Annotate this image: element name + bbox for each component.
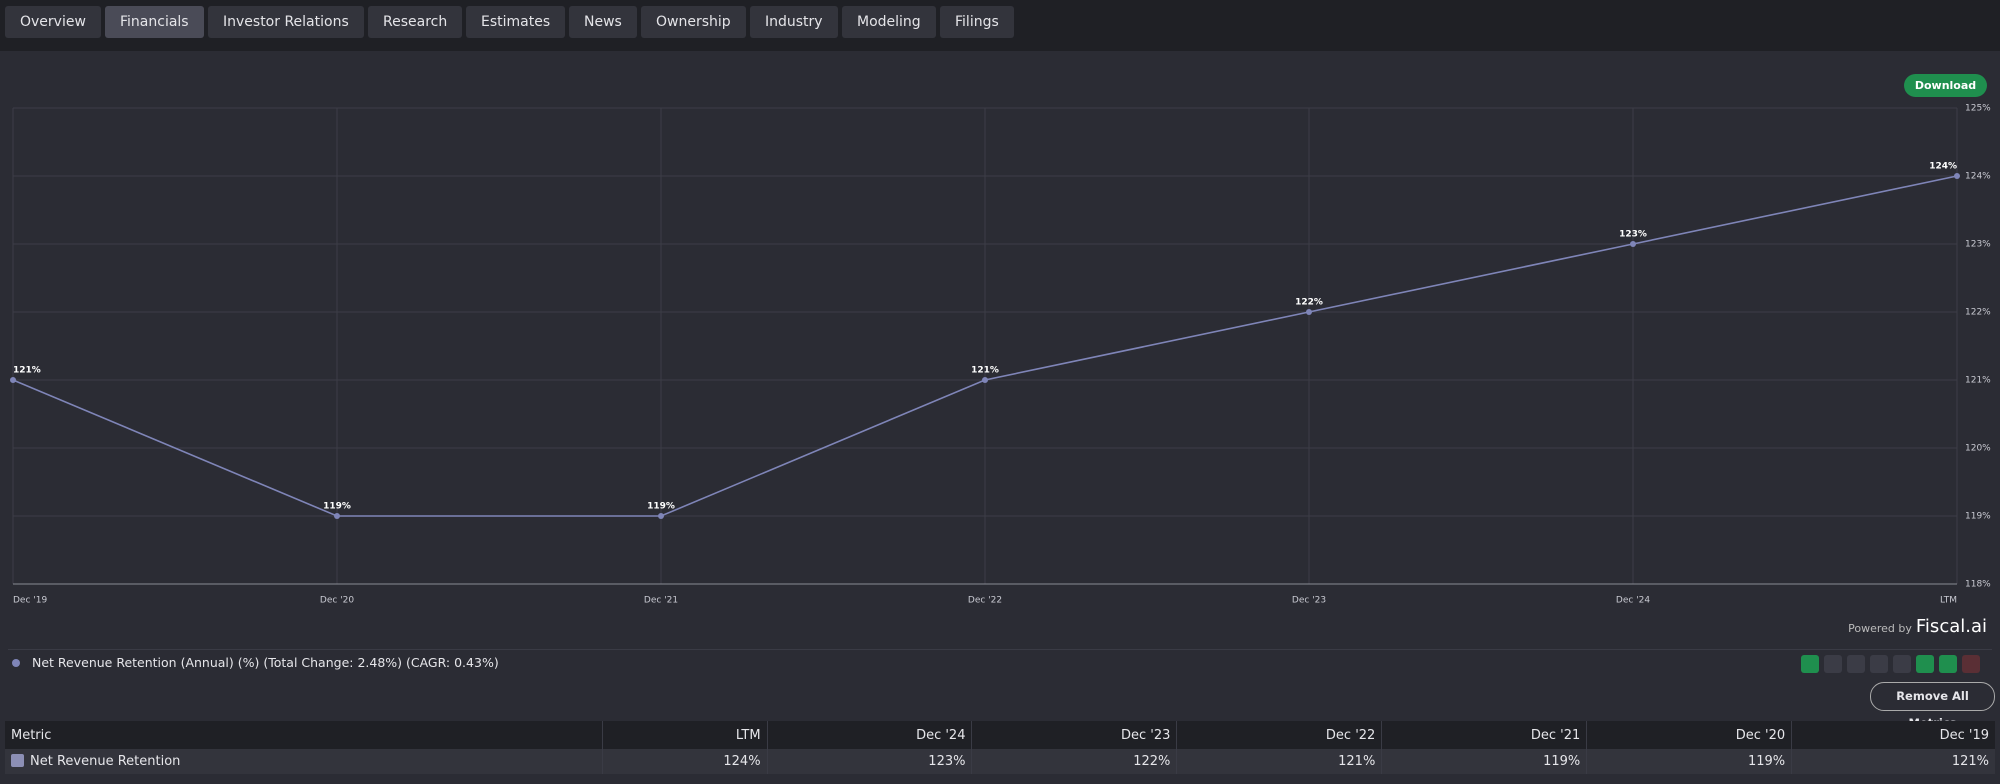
data-label: 119% xyxy=(323,502,351,512)
data-label: 122% xyxy=(1295,298,1323,308)
column-header: Metric xyxy=(5,721,603,749)
data-label: 119% xyxy=(647,502,675,512)
point xyxy=(10,377,16,383)
tab[interactable]: Filings xyxy=(940,6,1014,38)
tab[interactable]: Modeling xyxy=(842,6,936,38)
point xyxy=(1306,309,1312,315)
tool-button[interactable] xyxy=(1962,655,1980,673)
table-cell: 123% xyxy=(766,749,972,774)
column-header: LTM xyxy=(601,721,768,749)
data-table: Metric LTM Dec '24 Dec '23 Dec '22 Dec '21 Dec… xyxy=(5,721,1995,774)
data-label: 124% xyxy=(1929,162,1957,172)
y-tick-label: 122% xyxy=(1965,308,1991,318)
powered-label: Powered by xyxy=(1848,622,1912,635)
y-tick-label: 118% xyxy=(1965,580,1991,590)
table-row: Net Revenue Retention 124% 123% 122% 121% 119… xyxy=(5,749,1995,774)
column-header: Dec '23 xyxy=(971,721,1177,749)
point xyxy=(1630,241,1636,247)
column-header: Dec '24 xyxy=(766,721,972,749)
y-tick-label: 120% xyxy=(1965,444,1991,454)
point xyxy=(334,513,340,519)
table-cell: 124% xyxy=(601,749,768,774)
chart: Dec '19 Dec '20 Dec '21 Dec '22 Dec '23 Dec '… xyxy=(10,104,1991,606)
tool-button[interactable] xyxy=(1893,655,1911,673)
table-cell: 121% xyxy=(1791,749,1995,774)
tab[interactable]: Estimates xyxy=(466,6,566,38)
x-tick-label: LTM xyxy=(1940,596,1957,606)
legend-label: Net Revenue Retention (Annual) (%) (Tota… xyxy=(32,655,499,670)
table-cell: 122% xyxy=(971,749,1177,774)
x-tick-label: Dec '24 xyxy=(1616,596,1650,606)
data-label: 123% xyxy=(1619,230,1647,240)
table-cell: 121% xyxy=(1176,749,1382,774)
table-cell: 119% xyxy=(1381,749,1587,774)
tab[interactable]: Ownership xyxy=(641,6,746,38)
y-tick-label: 119% xyxy=(1965,512,1991,522)
column-header: Dec '19 xyxy=(1791,721,1995,749)
x-tick-label: Dec '19 xyxy=(13,596,47,606)
x-tick-label: Dec '20 xyxy=(320,596,354,606)
checkbox[interactable] xyxy=(11,754,24,767)
column-header: Dec '20 xyxy=(1586,721,1792,749)
x-tick-label: Dec '22 xyxy=(968,596,1002,606)
y-tick-label: 124% xyxy=(1965,172,1991,182)
table-cell: Net Revenue Retention xyxy=(5,749,603,774)
remove-all-button[interactable]: Remove All Metrics xyxy=(1870,682,1995,730)
data-label: 121% xyxy=(13,366,41,376)
download-button[interactable]: Download xyxy=(1904,74,1987,97)
tab-bar: Overview Financials Investor Relations Rese… xyxy=(0,0,2000,51)
tool-button[interactable] xyxy=(1824,655,1842,673)
column-header: Dec '22 xyxy=(1176,721,1382,749)
data-label: 121% xyxy=(971,366,999,376)
tab[interactable]: Industry xyxy=(750,6,838,38)
x-tick-label: Dec '23 xyxy=(1292,596,1326,606)
tool-button[interactable] xyxy=(1939,655,1957,673)
point xyxy=(658,513,664,519)
y-tick-label: 125% xyxy=(1965,104,1991,114)
separator xyxy=(8,649,1992,650)
tab[interactable]: News xyxy=(569,6,637,38)
tool-button[interactable] xyxy=(1916,655,1934,673)
tool-button[interactable] xyxy=(1801,655,1819,673)
tool-button[interactable] xyxy=(1847,655,1865,673)
tool-button[interactable] xyxy=(1870,655,1888,673)
point xyxy=(1954,173,1960,179)
tab[interactable]: Research xyxy=(368,6,463,38)
tab[interactable]: Overview xyxy=(5,6,101,38)
y-tick-label: 123% xyxy=(1965,240,1991,250)
powered-by: Powered by Fiscal.ai xyxy=(1800,616,1987,637)
tab[interactable]: Investor Relations xyxy=(208,6,364,38)
table-cell: 119% xyxy=(1586,749,1792,774)
brand: Fiscal.ai xyxy=(1915,616,1987,637)
x-tick-label: Dec '21 xyxy=(644,596,678,606)
metric-tools xyxy=(1801,655,1985,677)
y-tick-label: 121% xyxy=(1965,376,1991,386)
legend: Net Revenue Retention (Annual) (%) (Tota… xyxy=(12,655,499,671)
column-header: Dec '21 xyxy=(1381,721,1587,749)
point xyxy=(982,377,988,383)
tab[interactable]: Financials xyxy=(105,6,204,38)
legend-dot xyxy=(12,659,20,667)
